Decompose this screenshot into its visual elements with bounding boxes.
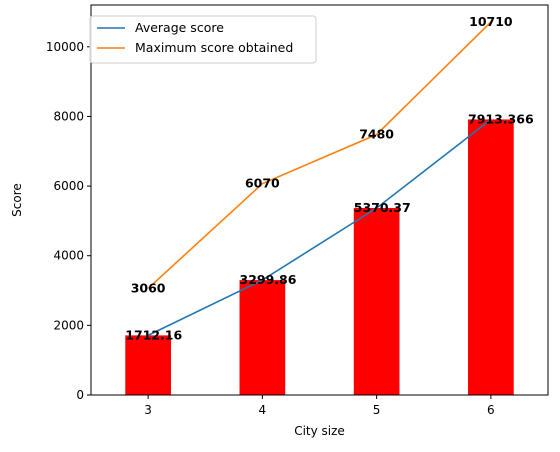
plot-frame [90, 4, 549, 396]
series-line-average-score [147, 118, 492, 337]
y-tick-label: 6000 [53, 179, 84, 193]
bar-4 [239, 280, 286, 395]
legend-label-maximum-score: Maximum score obtained [135, 40, 293, 55]
legend: Average score Maximum score obtained [89, 15, 317, 64]
bar-value-label: 3299.86 [240, 272, 297, 287]
bar-5 [353, 207, 400, 395]
bar-6 [468, 119, 514, 396]
max-score-label: 7480 [359, 127, 394, 142]
x-tick-label: 5 [373, 403, 381, 417]
bar-value-label: 5370.37 [354, 200, 411, 215]
legend-label-average-score: Average score [135, 20, 224, 35]
max-score-label: 6070 [245, 176, 280, 191]
x-tick-label: 6 [487, 403, 495, 417]
bar-value-label: 7913.366 [468, 111, 534, 126]
bar-3 [125, 335, 171, 395]
bar-value-label: 1712.16 [125, 327, 182, 342]
x-axis-label: City size [294, 424, 345, 438]
y-axis-label: Score [10, 183, 24, 217]
y-tick-label: 0 [76, 388, 84, 402]
x-tick-label: 3 [144, 403, 152, 417]
y-tick-label: 8000 [53, 109, 84, 123]
legend-box [89, 15, 317, 64]
max-score-label: 10710 [469, 14, 513, 29]
y-tick-label: 2000 [53, 318, 84, 332]
y-tick-label: 10000 [46, 40, 84, 54]
y-tick-label: 4000 [53, 249, 84, 263]
max-score-label: 3060 [131, 280, 166, 295]
x-tick-label: 4 [259, 403, 267, 417]
series-line-maximum-score-obtained [147, 21, 492, 290]
